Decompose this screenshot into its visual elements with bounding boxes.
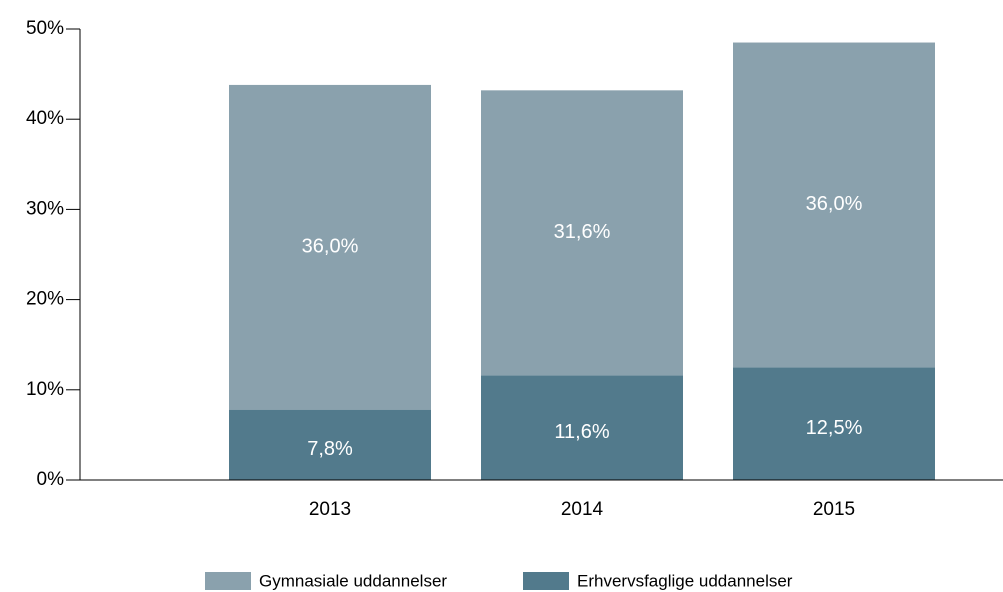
value-label: 7,8% (307, 438, 353, 460)
value-label: 31,6% (554, 221, 611, 243)
x-tick-label: 2013 (309, 499, 351, 520)
x-tick-label: 2014 (561, 499, 604, 520)
y-tick-label: 30% (26, 198, 64, 219)
value-label: 36,0% (806, 193, 863, 215)
legend-label: Gymnasiale uddannelser (259, 571, 447, 590)
y-tick-label: 0% (37, 469, 65, 490)
bar-segment (229, 409, 431, 480)
y-tick-label: 10% (26, 379, 64, 400)
x-tick-label: 2015 (813, 499, 855, 520)
bar-segment (481, 375, 683, 480)
legend-label: Erhvervsfaglige uddannelser (577, 571, 793, 590)
value-label: 11,6% (554, 421, 609, 443)
y-tick-label: 20% (26, 289, 64, 310)
value-label: 36,0% (302, 236, 359, 258)
value-label: 12,5% (806, 417, 863, 439)
y-tick-label: 40% (26, 108, 64, 129)
legend-swatch (523, 572, 569, 590)
legend-swatch (205, 572, 251, 590)
bar-segment (229, 84, 431, 410)
bar-segment (481, 90, 683, 376)
y-tick-label: 50% (26, 18, 64, 39)
bar-segment (733, 367, 935, 480)
bar-segment (733, 42, 935, 368)
